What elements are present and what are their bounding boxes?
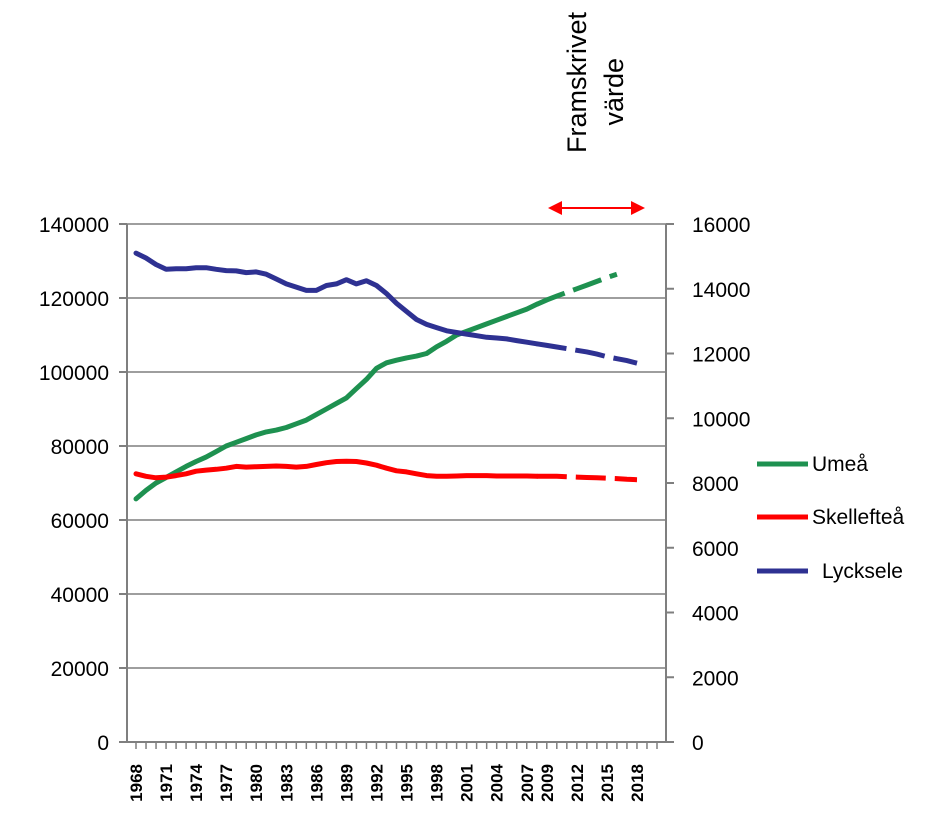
series-line-projection xyxy=(536,473,638,483)
axes: 0 20000 40000 60000 80000 100000 120000 140000 0… xyxy=(39,214,750,802)
y-left-tick-label: 120000 xyxy=(39,288,109,311)
y-left-tick-label: 0 xyxy=(97,732,109,755)
legend-label: Skellefteå xyxy=(812,506,905,529)
series-line xyxy=(133,301,540,502)
x-tick-label: 1989 xyxy=(337,764,356,802)
x-tick-label: 2015 xyxy=(598,764,617,802)
legend-label: Umeå xyxy=(812,453,868,476)
x-tick-label: 1992 xyxy=(367,764,386,802)
annotation-text-line1: Framskrivet xyxy=(562,12,592,153)
x-tick-label: 1986 xyxy=(307,764,326,802)
series-line xyxy=(133,458,540,481)
legend-label: Lycksele xyxy=(822,560,903,583)
x-tick-label: 2018 xyxy=(628,764,647,802)
y-right-tick-label: 16000 xyxy=(692,214,750,237)
y-right-tick-label: 6000 xyxy=(692,538,739,561)
x-tick-label: 1971 xyxy=(157,764,176,802)
y-right-tick-label: 4000 xyxy=(692,603,739,626)
series-layer xyxy=(133,250,638,502)
x-tick-label: 2009 xyxy=(538,764,557,802)
x-tick-label: 1980 xyxy=(247,764,266,802)
x-tick-label: 1974 xyxy=(187,763,206,801)
x-tick-label: 1977 xyxy=(217,764,236,802)
y-left-tick-label: 40000 xyxy=(51,584,109,607)
x-tick-label: 1998 xyxy=(428,764,447,802)
x-tick-label: 2007 xyxy=(518,764,537,802)
annotation-arrowhead-right xyxy=(631,201,645,215)
y-left-tick-label: 80000 xyxy=(51,436,109,459)
y-left-tick-label: 140000 xyxy=(39,214,109,237)
y-right-tick-label: 2000 xyxy=(692,667,739,690)
series-line-projection xyxy=(535,271,618,307)
legend: Umeå Skellefteå Lycksele xyxy=(757,453,905,583)
series-line xyxy=(133,250,540,347)
x-tick-label: 1983 xyxy=(277,764,296,802)
projection-annotation: Framskrivet värde xyxy=(548,12,645,215)
y-right-tick-label: 14000 xyxy=(692,279,750,302)
y-left-tick-label: 20000 xyxy=(51,658,109,681)
x-tick-label: 2012 xyxy=(568,764,587,802)
gridlines xyxy=(127,223,666,669)
x-tick-label: 2001 xyxy=(458,764,477,802)
y-right-tick-label: 0 xyxy=(692,732,704,755)
y-right-tick-label: 12000 xyxy=(692,344,750,367)
x-tick-label: 1968 xyxy=(127,764,146,802)
y-left-tick-label: 100000 xyxy=(39,362,109,385)
x-tick-label: 1995 xyxy=(398,764,417,802)
y-left-tick-label: 60000 xyxy=(51,510,109,533)
y-right-tick-label: 10000 xyxy=(692,408,750,431)
series-line-projection xyxy=(536,341,638,366)
annotation-arrowhead-left xyxy=(548,201,562,215)
x-tick-label: 2004 xyxy=(488,763,507,801)
annotation-text-line2: värde xyxy=(599,58,629,126)
y-right-tick-label: 8000 xyxy=(692,473,739,496)
